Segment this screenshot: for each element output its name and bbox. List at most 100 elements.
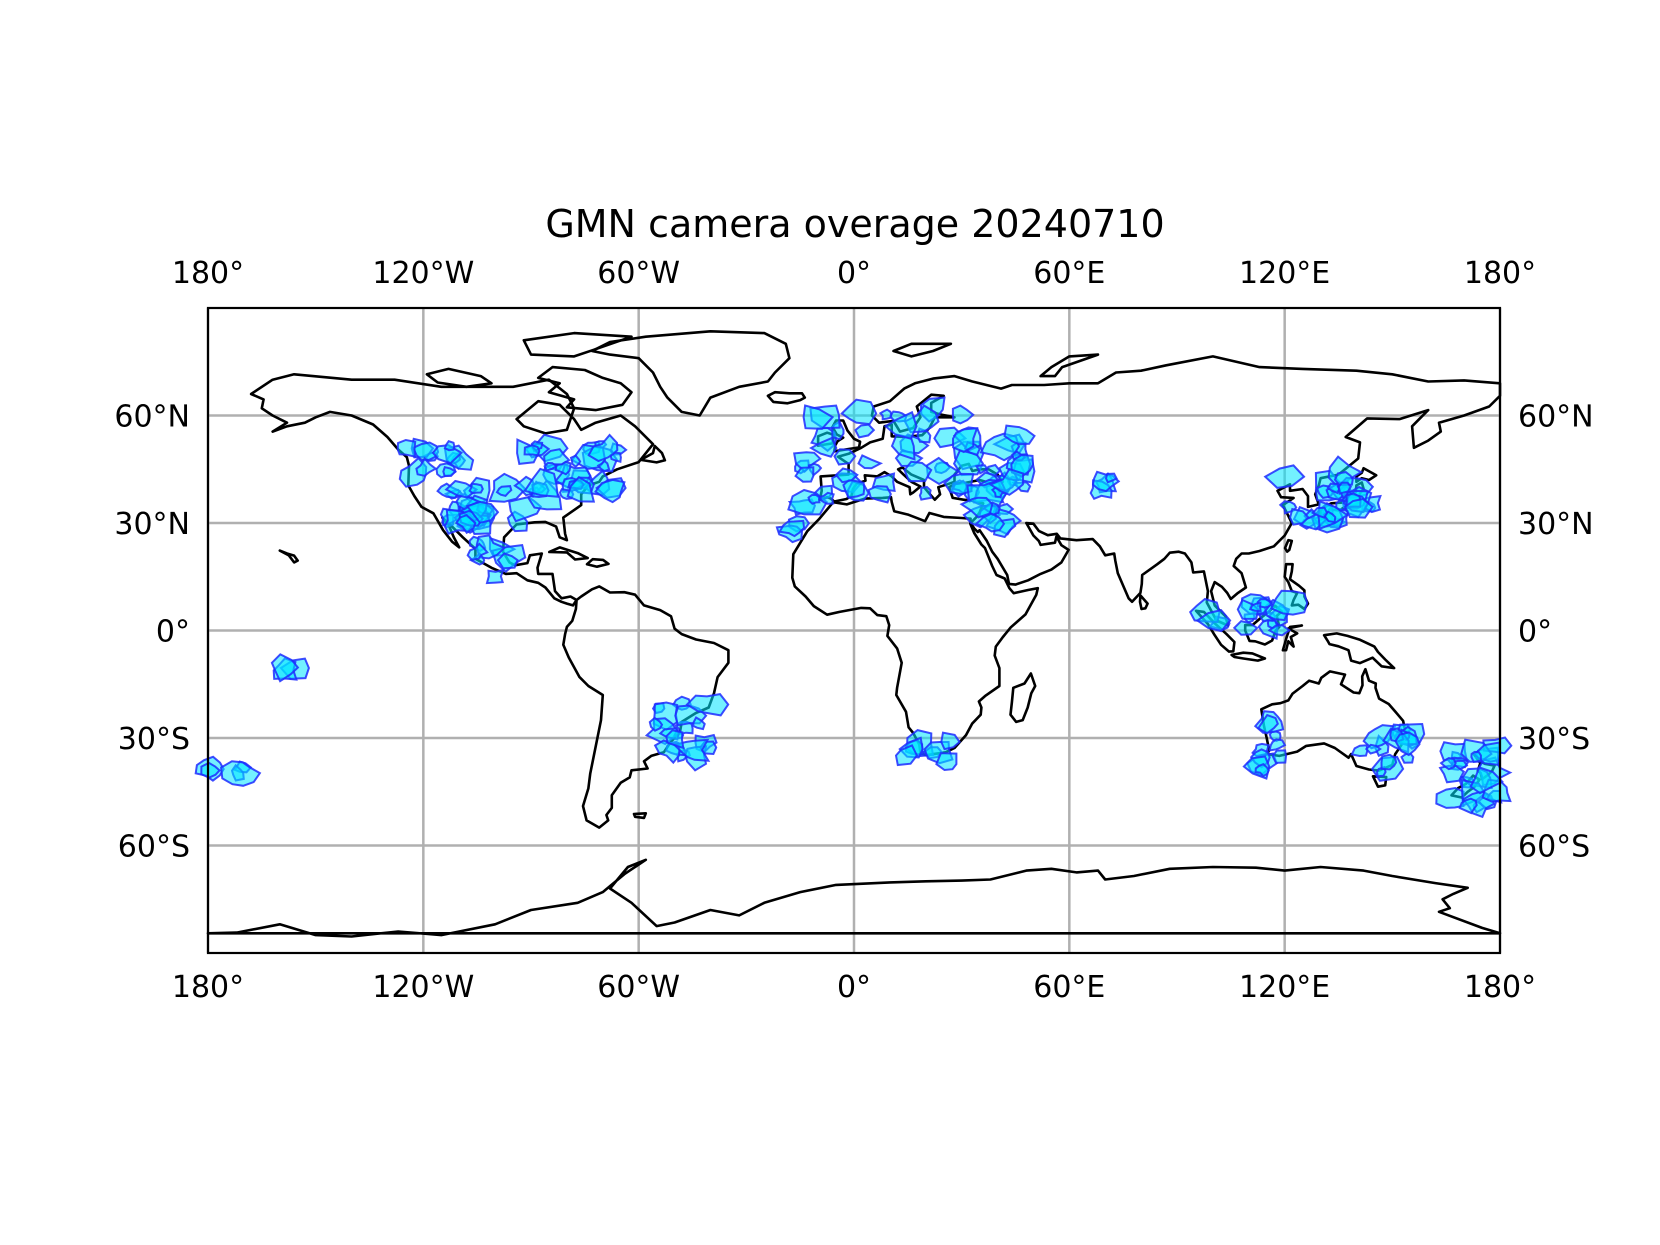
camera-fov-polygon <box>883 410 918 440</box>
camera-fov-polygon <box>543 461 559 472</box>
camera-fov-polygon <box>1394 731 1421 757</box>
coverage-canary-islands <box>775 515 811 544</box>
camera-fov-polygon <box>554 460 572 476</box>
coverage-chatham-region <box>194 755 262 787</box>
camera-fov-polygon <box>951 404 975 425</box>
lat-tick-left: 60°N <box>114 400 190 435</box>
camera-fov-polygon <box>1269 589 1309 616</box>
camera-fov-polygon <box>1268 738 1287 752</box>
coastline-newfoundland <box>639 444 667 464</box>
camera-fov-polygon <box>878 408 893 421</box>
camera-fov-polygon <box>596 459 611 473</box>
camera-fov-polygon <box>918 485 933 501</box>
lon-tick-bottom: 180° <box>1464 970 1536 1005</box>
lon-tick-bottom: 60°W <box>597 970 680 1005</box>
coastline-sri-lanka <box>1138 594 1149 611</box>
camera-fov-polygon <box>444 479 479 499</box>
camera-fov-polygon <box>468 482 484 495</box>
camera-fov-polygon <box>867 485 892 504</box>
camera-fov-polygon <box>807 494 821 505</box>
lon-tick-top: 120°E <box>1239 256 1330 291</box>
camera-fov-polygon <box>777 519 806 538</box>
camera-fov-polygon <box>894 744 919 767</box>
coverage-eastern-europe <box>943 424 1036 508</box>
camera-fov-polygon <box>1254 763 1270 778</box>
camera-fov-polygon <box>396 438 417 458</box>
camera-fov-polygon <box>1003 424 1036 446</box>
lat-tick-right: 30°S <box>1518 722 1590 757</box>
camera-fov-polygon <box>442 466 457 478</box>
camera-fov-polygon <box>1470 750 1482 764</box>
camera-fov-polygon <box>951 427 979 454</box>
coverage-korea-east-china <box>1263 455 1382 534</box>
camera-fov-polygon <box>466 542 489 562</box>
camera-fov-polygon <box>1232 620 1259 636</box>
lon-tick-bottom: 0° <box>837 970 871 1005</box>
camera-fov-polygon <box>648 716 664 732</box>
coverage-western-australia <box>1242 710 1288 780</box>
camera-fov-polygon <box>1439 756 1457 771</box>
camera-coverage <box>194 396 1513 819</box>
camera-fov-polygon <box>594 478 626 504</box>
coverage-southeast-australia <box>1350 722 1426 782</box>
camera-fov-polygon <box>415 456 438 477</box>
lat-tick-left: 60°S <box>118 830 190 865</box>
camera-fov-polygon <box>454 513 477 535</box>
coastline-iceland <box>766 390 807 405</box>
coastline-java <box>1230 651 1267 662</box>
camera-fov-polygon <box>685 693 730 717</box>
coverage-new-zealand <box>1435 736 1513 819</box>
camera-fov-polygon <box>270 653 300 683</box>
lon-tick-top: 180° <box>1464 256 1536 291</box>
lon-tick-top: 60°E <box>1033 256 1105 291</box>
camera-fov-polygon <box>496 552 519 570</box>
camera-fov-polygon <box>988 467 1025 496</box>
camera-fov-polygon <box>1289 507 1310 526</box>
map-plot-area <box>194 306 1513 955</box>
lat-tick-right: 60°S <box>1518 830 1590 865</box>
coverage-great-lakes-northeast <box>513 433 628 511</box>
camera-fov-polygon <box>1311 506 1329 519</box>
camera-fov-polygon <box>587 433 619 463</box>
coastline-greenland <box>590 330 791 417</box>
camera-fov-polygon <box>1337 481 1353 495</box>
lon-tick-bottom: 180° <box>172 970 244 1005</box>
camera-fov-polygon <box>857 454 884 470</box>
camera-fov-polygon <box>1271 749 1288 764</box>
camera-fov-polygon <box>485 568 506 585</box>
camera-fov-polygon <box>1267 624 1292 637</box>
camera-fov-polygon <box>984 463 1002 477</box>
coastline-novaya-zemlya <box>1039 353 1100 378</box>
lon-tick-top: 60°W <box>597 256 680 291</box>
camera-fov-polygon <box>1362 724 1397 750</box>
camera-fov-polygon <box>1257 713 1279 735</box>
coastlines <box>206 330 1502 938</box>
lat-tick-right: 0° <box>1518 615 1552 650</box>
coastline-madagascar <box>1009 672 1037 724</box>
coverage-mexico <box>466 534 527 585</box>
camera-fov-polygon <box>940 731 961 751</box>
coverage-southeast-asia <box>1188 589 1309 641</box>
coastline-africa <box>791 495 1040 757</box>
camera-fov-polygon <box>1248 601 1262 613</box>
camera-fov-polygon <box>1458 797 1478 815</box>
camera-fov-polygon <box>220 760 262 787</box>
camera-fov-polygon <box>1469 766 1504 795</box>
lat-tick-right: 30°N <box>1518 507 1594 542</box>
camera-fov-polygon <box>840 398 878 426</box>
camera-fov-polygon <box>802 404 835 430</box>
camera-fov-polygon <box>495 485 513 498</box>
coastline-ellesmere-island <box>522 331 633 358</box>
camera-fov-polygon <box>818 491 835 505</box>
camera-fov-polygon <box>1104 472 1118 484</box>
camera-fov-polygon <box>1350 744 1369 758</box>
camera-fov-polygon <box>1195 608 1232 633</box>
lon-tick-top: 120°W <box>372 256 474 291</box>
camera-fov-polygon <box>665 729 685 750</box>
camera-fov-polygon <box>959 496 994 519</box>
camera-fov-polygon <box>842 478 866 499</box>
camera-fov-polygon <box>200 761 221 779</box>
lat-tick-left: 30°N <box>114 507 190 542</box>
camera-fov-polygon <box>809 436 838 458</box>
coastline-hispaniola <box>585 557 610 568</box>
